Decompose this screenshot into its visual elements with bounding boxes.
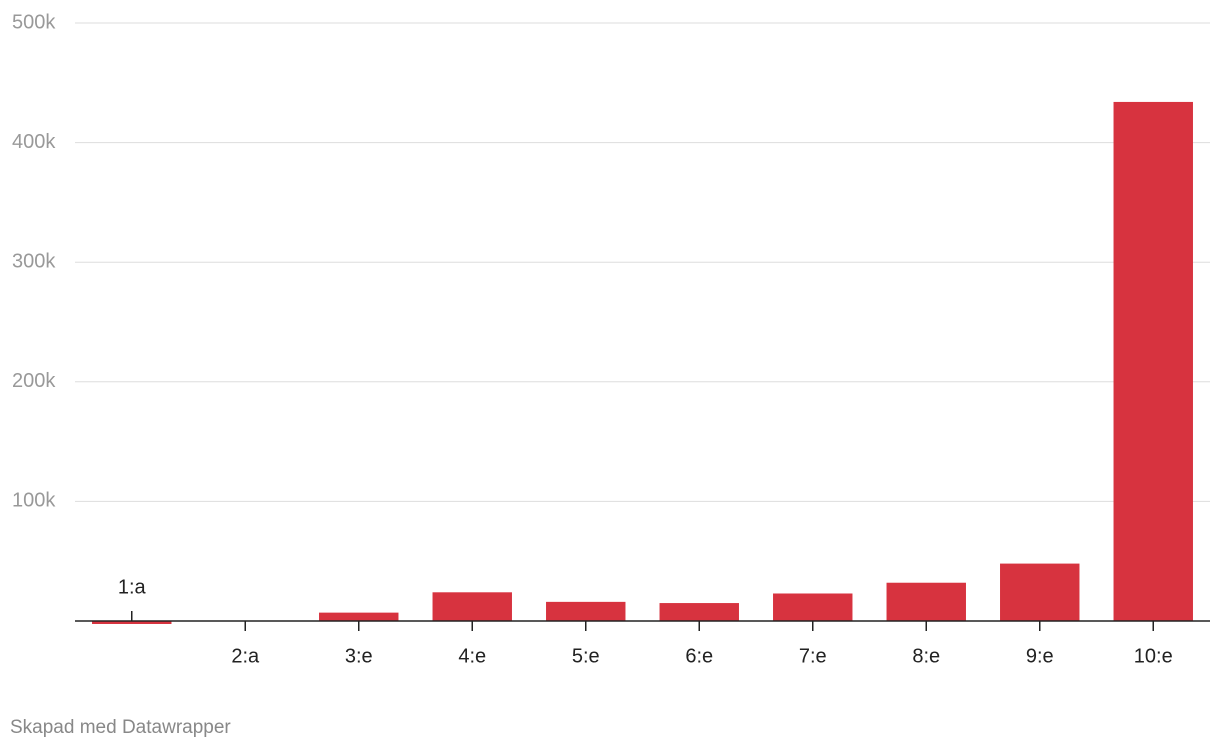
- y-tick-label: 200k: [12, 370, 56, 392]
- bar: [92, 621, 172, 624]
- x-tick-label: 1:a: [118, 576, 147, 598]
- y-tick-label: 400k: [12, 131, 56, 153]
- x-tick-label: 10:e: [1134, 645, 1173, 667]
- x-tick-label: 7:e: [799, 645, 827, 667]
- x-tick-label: 3:e: [345, 645, 373, 667]
- bar: [1113, 101, 1193, 622]
- y-tick-label: 100k: [12, 490, 56, 512]
- bar: [659, 603, 739, 621]
- x-tick-label: 4:e: [458, 645, 486, 667]
- x-tick-label: 9:e: [1026, 645, 1054, 667]
- y-tick-label: 300k: [12, 250, 56, 272]
- y-tick-label: 500k: [12, 11, 56, 33]
- bar: [546, 601, 626, 621]
- x-tick-label: 5:e: [572, 645, 600, 667]
- bar: [1000, 563, 1080, 621]
- bar: [886, 582, 966, 621]
- x-tick-label: 6:e: [685, 645, 713, 667]
- x-tick-label: 8:e: [912, 645, 940, 667]
- x-tick-label: 2:a: [231, 645, 260, 667]
- bar: [773, 593, 853, 621]
- bar: [432, 592, 512, 621]
- footer: Skapad med Datawrapper: [10, 717, 231, 738]
- bar: [319, 612, 399, 621]
